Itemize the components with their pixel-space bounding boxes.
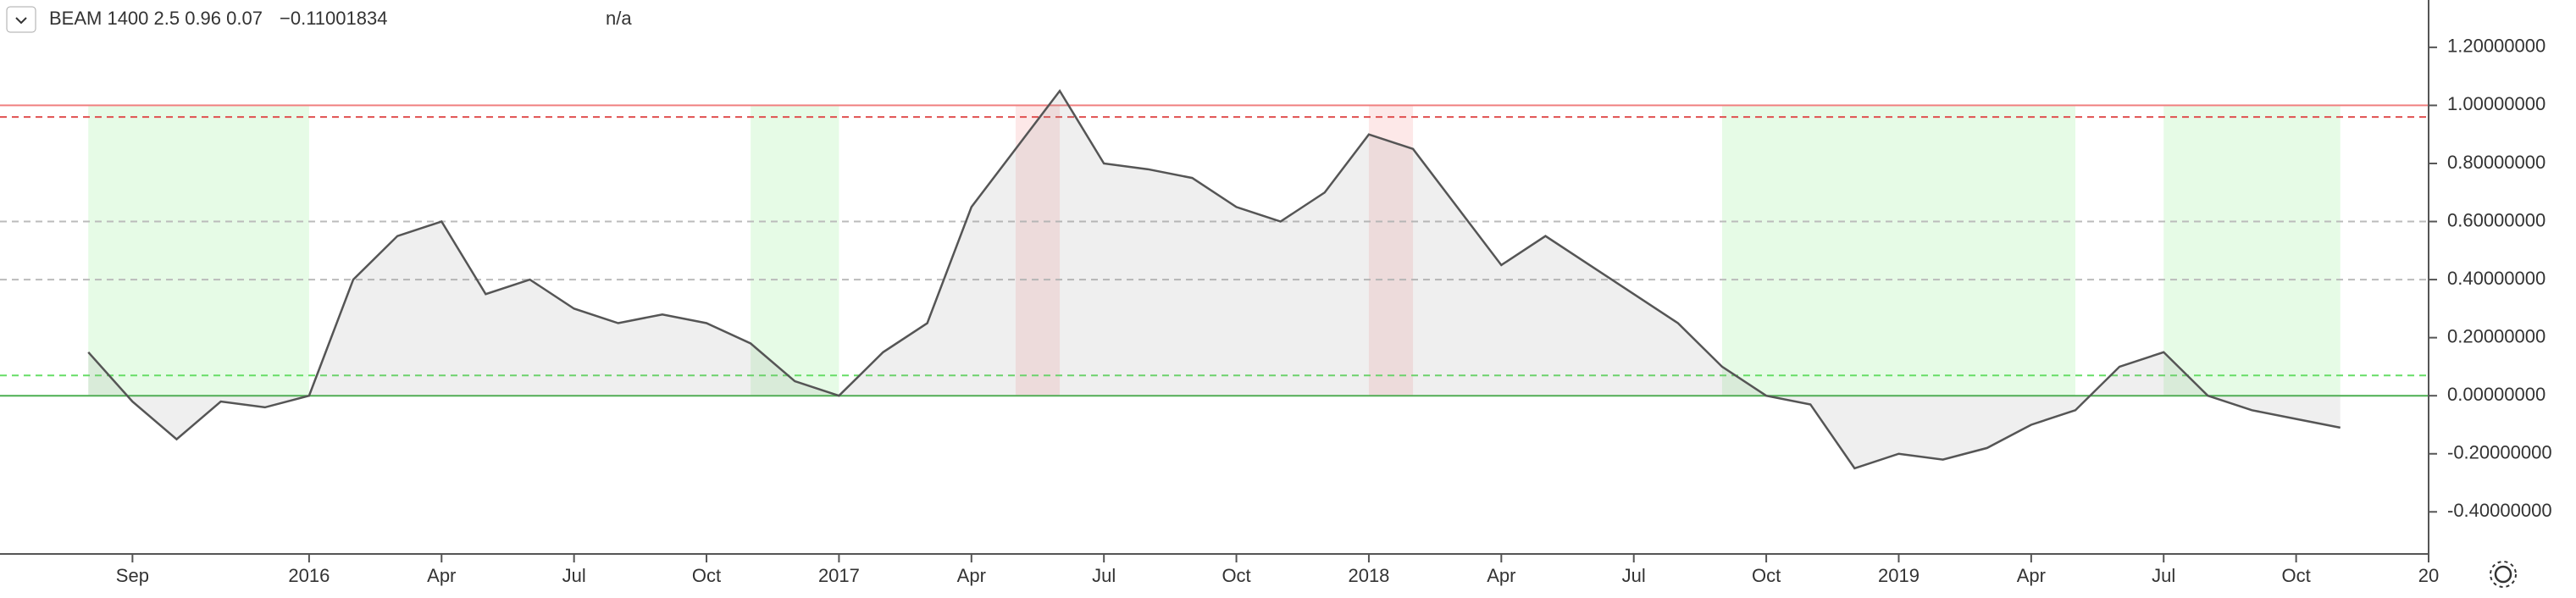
x-tick-label: 2019 [1878, 565, 1920, 586]
y-tick-label: 1.00000000 [2447, 93, 2546, 114]
line [87, 89, 2341, 470]
y-tick-label: 0.60000000 [2447, 209, 2546, 230]
zone [88, 105, 309, 396]
x-tick-label: Sep [116, 565, 149, 586]
y-tick-label: -0.20000000 [2447, 442, 2552, 463]
zone [1015, 105, 1061, 396]
x-tick-label: Jul [1092, 565, 1116, 586]
y-tick-label: 0.80000000 [2447, 152, 2546, 173]
x-tick-label: 2016 [288, 565, 330, 586]
x-tick-label: 20 [2418, 565, 2439, 586]
y-tick-label: 0.40000000 [2447, 268, 2546, 289]
x-tick-label: 2018 [1348, 565, 1389, 586]
header-value: −0.11001834 [280, 8, 387, 29]
settings-icon[interactable] [2490, 561, 2517, 588]
collapse-button[interactable] [6, 6, 36, 33]
x-tick-label: Oct [692, 565, 721, 586]
area-fill [88, 91, 2341, 468]
zone [1368, 105, 1414, 396]
zone [751, 105, 839, 396]
x-tick-label: 2017 [818, 565, 860, 586]
y-tick-label: -0.40000000 [2447, 500, 2552, 521]
x-tick-label: Apr [2017, 565, 2046, 586]
x-tick-label: Oct [1222, 565, 1250, 586]
x-tick-label: Apr [427, 565, 456, 586]
x-tick-label: Oct [1752, 565, 1781, 586]
x-tick-label: Apr [1487, 565, 1515, 586]
y-tick-label: 1.20000000 [2447, 36, 2546, 57]
y-tick-label: 0.20000000 [2447, 325, 2546, 346]
zone [1721, 105, 2075, 396]
x-tick-label: Apr [957, 565, 986, 586]
x-tick-label: Jul [1622, 565, 1646, 586]
x-tick-label: Jul [562, 565, 586, 586]
x-tick-label: Oct [2282, 565, 2311, 586]
header-extra: n/a [606, 8, 632, 29]
header-symbol: BEAM 1400 2.5 0.96 0.07 [49, 8, 263, 29]
x-tick-label: Jul [2152, 565, 2175, 586]
zone [2163, 105, 2341, 396]
chevron [15, 17, 27, 25]
y-tick-label: 0.00000000 [2447, 384, 2546, 405]
